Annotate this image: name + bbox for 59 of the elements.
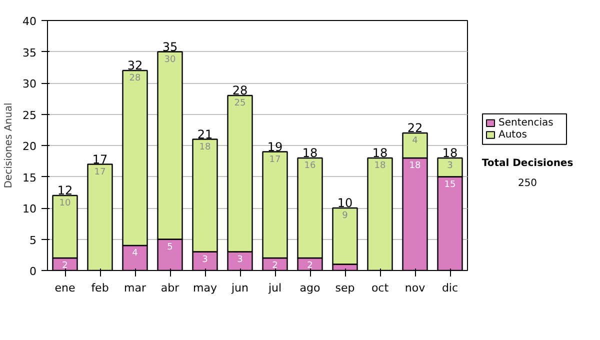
x-tick-label: mar: [124, 282, 146, 294]
y-axis-title: Decisiones Anual: [4, 102, 15, 188]
x-tick-label: jul: [267, 282, 282, 294]
legend-label: Sentencias: [498, 118, 554, 129]
y-tick-label: 0: [30, 265, 36, 278]
data-label: 17: [94, 167, 106, 178]
y-tick-label: 25: [22, 108, 37, 122]
total-label: 21: [197, 127, 213, 142]
data-label: 2: [62, 261, 68, 271]
data-label: 18: [409, 161, 421, 171]
total-label: 17: [92, 152, 108, 166]
x-tick-label: ene: [54, 282, 76, 294]
data-label: 4: [132, 248, 138, 258]
data-label: 2: [272, 261, 278, 271]
x-tick-label: feb: [91, 282, 109, 294]
x-tick-label: ago: [300, 282, 320, 294]
x-tick-label: jun: [230, 282, 249, 294]
data-label: 2: [307, 261, 313, 271]
y-tick-label: 35: [22, 46, 37, 60]
text: Total Decisiones: [482, 158, 574, 169]
data-label: 10: [59, 198, 71, 208]
text: 250: [518, 178, 538, 189]
total-label: 12: [57, 184, 73, 198]
data-label: 25: [234, 98, 246, 108]
data-label: 5: [167, 242, 173, 252]
y-tick-label: 40: [22, 15, 37, 28]
total-label: 22: [407, 121, 423, 135]
total-label: 18: [302, 146, 318, 160]
data-label: 3: [237, 254, 243, 265]
total-label: 18: [442, 146, 458, 160]
data-label: 18: [199, 142, 211, 152]
y-tick-label: 20: [22, 140, 37, 153]
data-label: 17: [269, 154, 281, 165]
y-tick-label: 15: [22, 171, 37, 184]
y-tick-label: 10: [22, 202, 37, 216]
legend-label: Autos: [498, 130, 527, 141]
x-tick-label: dic: [442, 282, 458, 294]
total-label: 10: [337, 196, 353, 210]
data-label: 4: [412, 136, 418, 146]
data-label: 3: [202, 254, 208, 265]
y-tick-label: 30: [22, 78, 37, 90]
x-tick-label: nov: [404, 282, 426, 294]
y-tick-label: 5: [30, 234, 36, 247]
total-label: 28: [232, 84, 248, 98]
total-label: 19: [267, 140, 283, 154]
total-label: 18: [372, 146, 388, 160]
data-label: 3: [447, 161, 453, 171]
data-label: 16: [304, 161, 316, 171]
data-label: 30: [164, 54, 176, 65]
x-tick-label: may: [193, 282, 218, 294]
x-tick-label: oct: [371, 282, 390, 294]
total-label: 35: [162, 40, 178, 54]
x-tick-label: abr: [160, 282, 180, 294]
data-label: 15: [444, 180, 456, 190]
data-label: 9: [342, 211, 348, 221]
total-label: 32: [127, 58, 143, 72]
x-tick-label: sep: [335, 282, 355, 294]
data-label: 28: [129, 74, 141, 84]
data-label: 18: [374, 161, 386, 171]
